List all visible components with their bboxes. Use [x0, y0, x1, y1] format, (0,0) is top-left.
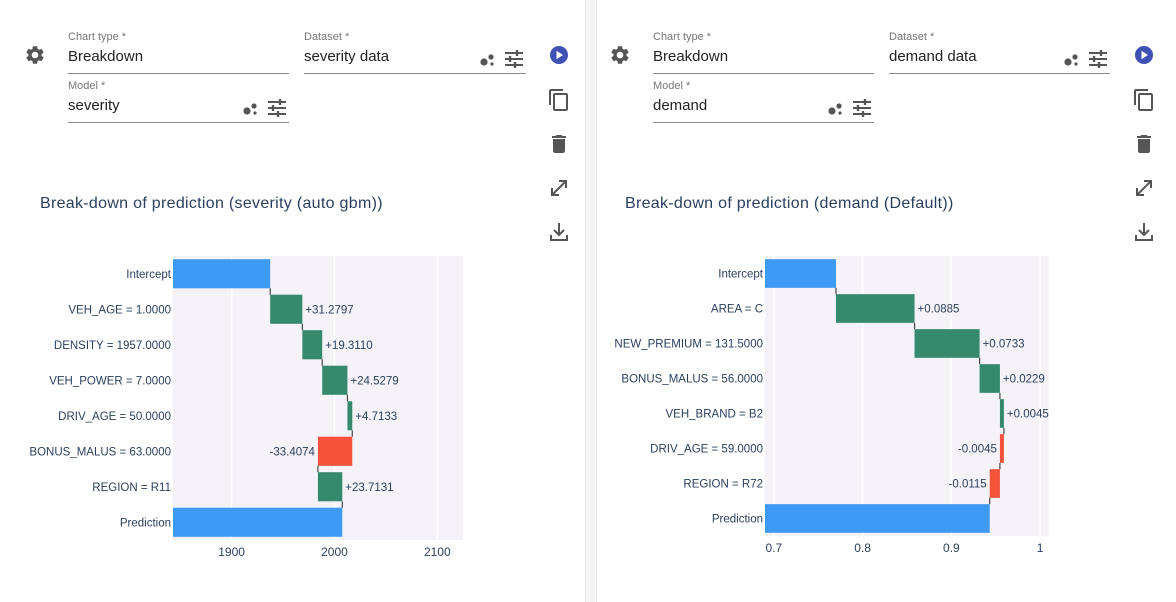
bar: [322, 365, 348, 395]
download-icon[interactable]: [547, 220, 571, 244]
gear-icon[interactable]: [609, 44, 631, 66]
data-label: +4.7133: [355, 411, 397, 423]
y-tick-label: VEH_BRAND = B2: [666, 409, 763, 421]
chart-title: Break-down of prediction (demand (Defaul…: [625, 195, 954, 212]
trash-icon[interactable]: [1132, 132, 1156, 156]
copy-icon[interactable]: [1132, 88, 1156, 112]
chart-type-select[interactable]: Chart type * Breakdown: [68, 31, 289, 74]
y-tick-label: BONUS_MALUS = 56.0000: [621, 374, 763, 386]
x-tick-label: 2000: [321, 545, 348, 559]
bar: [765, 259, 836, 288]
copy-icon[interactable]: [547, 88, 571, 112]
model-select[interactable]: Model * demand: [653, 80, 874, 123]
chart-type-value: Breakdown: [653, 48, 729, 65]
breakdown-chart-demand: 0.7 0.8 0.9 1 Intercept AREA = C +0.0885 NEW_PR…: [614, 256, 1049, 555]
trash-icon[interactable]: [547, 132, 571, 156]
bar: [999, 434, 1004, 463]
dataset-value: severity data: [304, 48, 390, 65]
x-tick-label: 1900: [218, 545, 245, 559]
gear-icon[interactable]: [24, 44, 46, 66]
y-tick-label: DENSITY = 1957.0000: [54, 340, 171, 352]
dataset-value: demand data: [889, 48, 977, 65]
bar: [836, 294, 915, 323]
panel-divider: [585, 0, 597, 602]
bar: [173, 507, 343, 537]
model-value: demand: [653, 97, 708, 114]
dataset-select[interactable]: Dataset * demand data: [889, 31, 1110, 74]
expand-icon[interactable]: [1132, 176, 1156, 200]
breakdown-chart-severity: 1900 2000 2100 Intercept VEH_AGE = 1.0000 +31…: [29, 256, 463, 559]
panel-demand: Chart type * Breakdown Dataset * demand …: [597, 0, 1176, 602]
y-tick-label: Prediction: [120, 517, 171, 529]
bubbles-icon[interactable]: [242, 99, 260, 117]
y-tick-label: Prediction: [712, 514, 763, 526]
play-icon[interactable]: [1132, 44, 1156, 68]
y-tick-label: DRIV_AGE = 50.0000: [58, 411, 171, 423]
bar: [270, 294, 303, 324]
chart-type-select[interactable]: Chart type * Breakdown: [653, 31, 874, 74]
data-label: +19.3110: [325, 340, 372, 352]
bubbles-icon[interactable]: [479, 50, 497, 68]
bar: [317, 436, 353, 466]
chart-type-value: Breakdown: [68, 48, 144, 65]
sliders-icon[interactable]: [267, 99, 287, 117]
data-label: -0.0045: [958, 444, 997, 456]
sliders-icon[interactable]: [504, 50, 524, 68]
data-label: +0.0229: [1003, 374, 1045, 386]
dataset-select[interactable]: Dataset * severity data: [304, 31, 526, 74]
y-tick-label: REGION = R11: [92, 482, 171, 494]
x-tick-label: 2100: [424, 545, 451, 559]
data-label: +23.7131: [345, 482, 393, 494]
bar: [302, 330, 323, 360]
data-label: -0.0115: [949, 479, 987, 491]
data-label: +0.0733: [983, 339, 1025, 351]
bar: [765, 504, 990, 533]
bar: [173, 259, 271, 289]
panel-severity: Chart type * Breakdown Dataset * severit…: [0, 0, 585, 602]
data-label: +0.0885: [918, 304, 960, 316]
chart-type-label: Chart type *: [68, 31, 127, 43]
y-tick-label: REGION = R72: [683, 479, 763, 491]
model-label: Model *: [68, 80, 106, 92]
y-tick-label: Intercept: [718, 269, 764, 281]
bar: [914, 329, 980, 358]
dataset-label: Dataset *: [304, 31, 350, 43]
bar: [347, 401, 353, 431]
y-tick-label: DRIV_AGE = 59.0000: [650, 444, 763, 456]
y-tick-label: Intercept: [126, 269, 172, 281]
bar: [989, 469, 1000, 498]
y-tick-label: VEH_AGE = 1.0000: [68, 304, 171, 316]
bar: [999, 399, 1004, 428]
model-select[interactable]: Model * severity: [68, 80, 289, 123]
bubbles-icon[interactable]: [827, 99, 845, 117]
y-tick-label: VEH_POWER = 7.0000: [49, 375, 171, 387]
y-tick-label: BONUS_MALUS = 63.0000: [29, 446, 171, 458]
data-label: +24.5279: [350, 375, 398, 387]
x-tick-label: 0.8: [854, 541, 871, 555]
data-label: +31.2797: [305, 304, 353, 316]
chart-type-label: Chart type *: [653, 31, 712, 43]
y-tick-label: AREA = C: [711, 304, 763, 316]
model-value: severity: [68, 97, 120, 114]
data-label: +0.0045: [1007, 409, 1049, 421]
model-label: Model *: [653, 80, 691, 92]
x-tick-label: 0.9: [943, 541, 960, 555]
x-tick-label: 0.7: [766, 541, 783, 555]
bubbles-icon[interactable]: [1063, 50, 1081, 68]
x-tick-label: 1: [1037, 541, 1044, 555]
chart-title: Break-down of prediction (severity (auto…: [40, 195, 383, 212]
y-tick-label: NEW_PREMIUM = 131.5000: [614, 339, 763, 351]
sliders-icon[interactable]: [852, 99, 872, 117]
sliders-icon[interactable]: [1088, 50, 1108, 68]
data-label: -33.4074: [270, 446, 316, 458]
bar: [317, 472, 343, 502]
play-icon[interactable]: [547, 44, 571, 68]
dataset-label: Dataset *: [889, 31, 935, 43]
bar: [979, 364, 1000, 393]
download-icon[interactable]: [1132, 220, 1156, 244]
expand-icon[interactable]: [547, 176, 571, 200]
